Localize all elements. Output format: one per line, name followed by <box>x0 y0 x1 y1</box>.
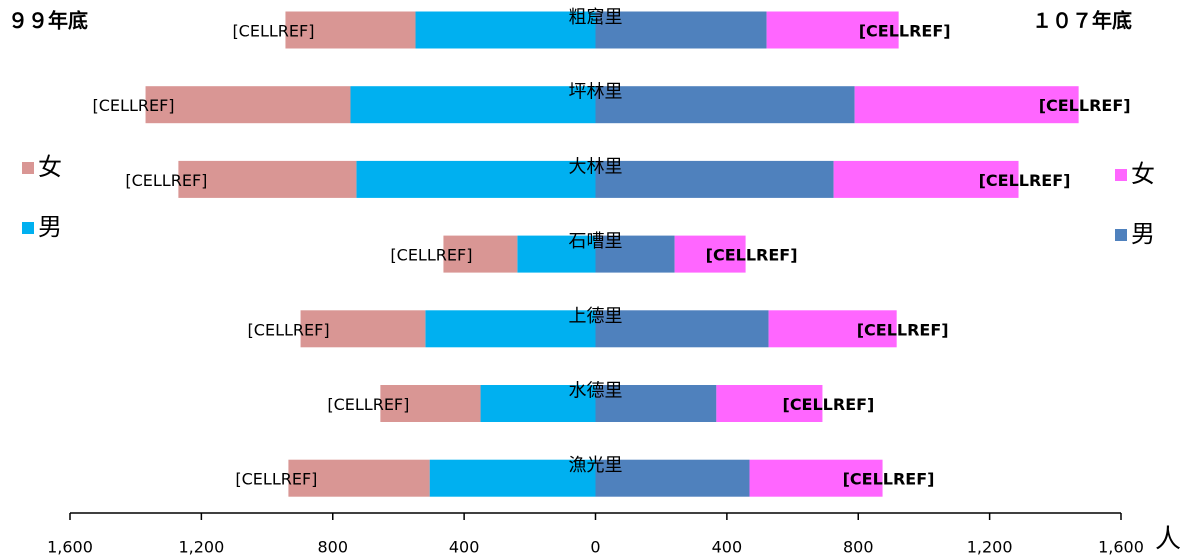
bar <box>768 310 897 348</box>
legend-label: 女 <box>38 153 62 181</box>
bar <box>356 160 596 198</box>
x-tick-label: 1,200 <box>178 538 224 557</box>
bar <box>716 385 823 422</box>
category-label: 上德里 <box>569 306 623 327</box>
data-label: [CELLREF] <box>979 171 1071 190</box>
bar <box>595 310 769 348</box>
category-label: 漁光里 <box>569 455 623 476</box>
bar <box>415 11 596 49</box>
bar <box>595 459 750 497</box>
legend-label: 女 <box>1131 160 1155 188</box>
x-tick-label: 1,600 <box>47 538 93 557</box>
data-label: [CELLREF] <box>390 246 472 265</box>
bar <box>380 385 481 422</box>
x-tick-label: 0 <box>590 538 600 557</box>
bar <box>595 235 675 273</box>
bar <box>350 86 596 124</box>
data-label: [CELLREF] <box>706 246 798 265</box>
category-label: 水德里 <box>569 381 623 402</box>
bar <box>595 11 767 49</box>
left-title: ９９年底 <box>8 9 88 33</box>
bar <box>766 11 899 49</box>
bar <box>595 385 717 422</box>
bar <box>300 310 426 348</box>
bar <box>480 385 596 422</box>
x-axis-label: 人 <box>1155 525 1181 555</box>
bar <box>429 459 596 497</box>
data-label: [CELLREF] <box>783 395 875 414</box>
data-label: [CELLREF] <box>327 395 409 414</box>
x-tick-label: 800 <box>317 538 348 557</box>
x-tick-label: 1,600 <box>1098 538 1144 557</box>
bar <box>178 160 357 198</box>
data-label: [CELLREF] <box>248 320 330 339</box>
data-label: [CELLREF] <box>859 22 951 41</box>
x-tick-label: 1,200 <box>967 538 1013 557</box>
bar <box>425 310 596 348</box>
x-tick-label: 400 <box>712 538 743 557</box>
data-label: [CELLREF] <box>235 470 317 489</box>
legend-swatch <box>1115 229 1127 241</box>
data-label: [CELLREF] <box>857 320 949 339</box>
legend-swatch <box>22 222 34 234</box>
legend-label: 男 <box>1131 220 1155 248</box>
bar <box>145 86 351 124</box>
data-label: [CELLREF] <box>1039 96 1131 115</box>
bar <box>443 235 518 273</box>
x-tick-label: 800 <box>843 538 874 557</box>
legend-swatch <box>22 162 34 174</box>
legend-label: 男 <box>38 213 62 241</box>
category-label: 石嘈里 <box>569 231 623 252</box>
bar <box>854 86 1079 124</box>
right-title: １０７年底 <box>1032 9 1132 33</box>
category-label: 粗窟里 <box>569 7 623 28</box>
bar <box>833 160 1019 198</box>
bar <box>595 160 834 198</box>
bar <box>674 235 746 273</box>
data-label: [CELLREF] <box>232 22 314 41</box>
bar <box>749 459 883 497</box>
category-label: 坪林里 <box>569 82 623 103</box>
bar <box>285 11 416 49</box>
category-label: 大林里 <box>569 156 623 177</box>
bar <box>288 459 430 497</box>
bar <box>517 235 596 273</box>
bar <box>595 86 855 124</box>
data-label: [CELLREF] <box>843 470 935 489</box>
x-tick-label: 400 <box>449 538 480 557</box>
data-label: [CELLREF] <box>125 171 207 190</box>
legend-swatch <box>1115 169 1127 181</box>
data-label: [CELLREF] <box>93 96 175 115</box>
